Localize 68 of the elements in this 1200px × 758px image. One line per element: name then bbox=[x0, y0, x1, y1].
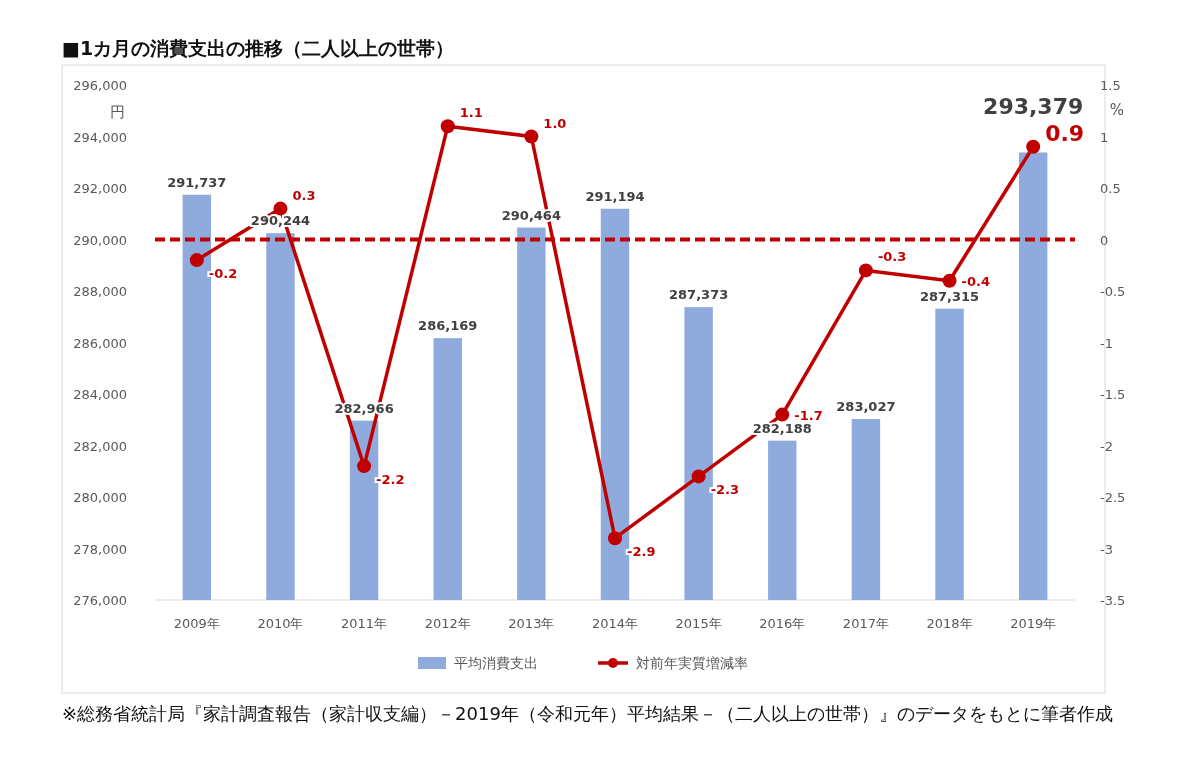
x-tick-label: 2018年 bbox=[926, 616, 973, 631]
x-tick-label: 2013年 bbox=[508, 616, 555, 631]
point bbox=[608, 531, 622, 546]
data-label: -0.2 bbox=[208, 266, 238, 282]
y-tick-label: 290,000 bbox=[73, 232, 127, 248]
y2-tick-label: -0.5 bbox=[1100, 284, 1126, 299]
data-label: -1.7 bbox=[794, 407, 823, 423]
y2-tick-label: 1.5 bbox=[1100, 78, 1121, 93]
data-label: 286,169 bbox=[418, 318, 478, 334]
y-tick-label: 288,000 bbox=[73, 284, 127, 299]
x-tick-label: 2010年 bbox=[257, 616, 304, 631]
point bbox=[1026, 139, 1041, 154]
y2-tick-label: -1.5 bbox=[1100, 387, 1126, 402]
legend-label: 対前年実質増減率 bbox=[636, 655, 748, 671]
data-label: -0.4 bbox=[961, 273, 990, 289]
data-label: -2.9 bbox=[627, 544, 656, 560]
text: ※総務省統計局『家計調査報告（家計収支編）－2019年（令和元年）平均結果－（二人以上の世帯）』のデータをもとに筆者作成 bbox=[62, 702, 1114, 726]
data-label: -2.3 bbox=[710, 482, 740, 498]
y2-tick-label: -3.5 bbox=[1100, 593, 1126, 608]
point bbox=[189, 253, 204, 268]
y2-tick-label: -1 bbox=[1100, 335, 1113, 351]
y-tick-label: 294,000 bbox=[73, 129, 127, 145]
y-tick-label: 278,000 bbox=[73, 541, 127, 557]
y2-tick-label: -2.5 bbox=[1100, 490, 1126, 505]
data-label: 283,027 bbox=[836, 399, 896, 415]
point bbox=[942, 273, 957, 288]
point bbox=[524, 129, 539, 144]
data-label: 293,379 bbox=[983, 94, 1084, 120]
point bbox=[273, 201, 288, 216]
x-tick-label: 2011年 bbox=[341, 616, 388, 631]
x-tick-label: 2017年 bbox=[842, 616, 889, 631]
x-tick-label: 2014年 bbox=[591, 616, 639, 631]
y2-axis-title: % bbox=[1109, 101, 1125, 119]
x-tick-label: 2016年 bbox=[759, 616, 806, 631]
data-label: 1.0 bbox=[543, 115, 567, 131]
y2-tick-label: -3 bbox=[1100, 541, 1113, 557]
data-label: 1.1 bbox=[459, 105, 483, 121]
y-tick-label: 284,000 bbox=[73, 387, 127, 402]
y-tick-label: 286,000 bbox=[73, 335, 127, 351]
x-tick-label: 2012年 bbox=[424, 616, 471, 631]
y2-tick-label: 1 bbox=[1100, 129, 1109, 145]
y2-tick-label: 0 bbox=[1100, 232, 1109, 248]
y-axis-title: 円 bbox=[109, 103, 125, 121]
point bbox=[775, 407, 790, 422]
data-label: 291,194 bbox=[585, 188, 645, 204]
data-label: 287,315 bbox=[919, 288, 980, 304]
point bbox=[440, 119, 455, 134]
y2-tick-label: 0.5 bbox=[1100, 181, 1121, 196]
x-tick-label: 2015年 bbox=[675, 616, 722, 631]
data-label: 0.9 bbox=[1045, 120, 1085, 146]
data-label: -2.2 bbox=[376, 472, 405, 488]
chart-title: ■1カ月の消費支出の推移（二人以上の世帯） bbox=[62, 36, 455, 61]
x-tick-label: 2009年 bbox=[173, 616, 220, 631]
point bbox=[357, 459, 372, 474]
point bbox=[691, 469, 706, 484]
data-label: 291,737 bbox=[167, 174, 227, 190]
data-label: -0.3 bbox=[877, 249, 907, 265]
x-tick-label: 2019年 bbox=[1010, 616, 1057, 631]
y-tick-label: 292,000 bbox=[73, 181, 127, 196]
point bbox=[858, 263, 873, 278]
y-tick-label: 276,000 bbox=[73, 593, 127, 608]
y-tick-label: 282,000 bbox=[73, 438, 127, 454]
y2-tick-label: -2 bbox=[1100, 438, 1113, 454]
y-tick-label: 280,000 bbox=[73, 490, 127, 505]
data-label: 287,373 bbox=[669, 287, 729, 303]
legend-label: 平均消費支出 bbox=[454, 655, 538, 671]
y-tick-label: 296,000 bbox=[73, 78, 127, 93]
data-label: 0.3 bbox=[292, 187, 316, 203]
